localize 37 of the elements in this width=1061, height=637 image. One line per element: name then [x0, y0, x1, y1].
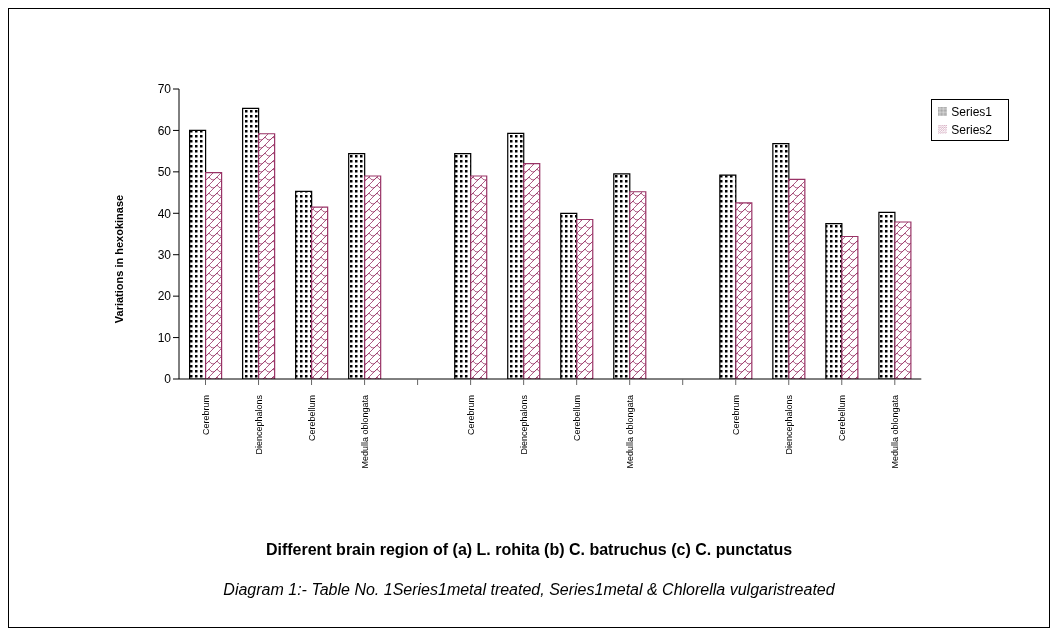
- bar: [735, 202, 753, 379]
- legend-label: Series1: [951, 105, 992, 119]
- x-tick-label: Cerebellum: [571, 395, 582, 442]
- legend-label: Series2: [951, 123, 992, 137]
- text: Diagram 1:- Table No. 1Series1metal treated, Series1metal & Chlorella vulgaristreated: [222, 581, 836, 599]
- y-tick-label: 0: [164, 372, 172, 387]
- x-tick-label: Cerebellum: [836, 395, 847, 442]
- x-tick-label: Medulla oblongata: [359, 395, 370, 469]
- bar: [364, 175, 382, 379]
- y-tick-label: 10: [157, 330, 172, 345]
- x-tick-label: Medulla oblongata: [624, 395, 635, 469]
- bar: [841, 235, 859, 379]
- y-tick-label: 50: [157, 165, 172, 180]
- bar: [523, 162, 541, 379]
- x-tick-label: Cerebellum: [306, 395, 317, 442]
- bar: [894, 221, 912, 379]
- y-tick-label: 20: [157, 289, 172, 304]
- x-tick-label: Diencephalons: [253, 394, 264, 455]
- x-tick-label: Cerebrum: [730, 395, 741, 436]
- x-tick-label: Diencephalons: [518, 394, 529, 455]
- bar: [205, 172, 223, 379]
- y-tick-label: 30: [157, 247, 172, 262]
- y-axis-title: Variations in hexokinase: [113, 194, 125, 324]
- x-tick-label: Cerebrum: [200, 395, 211, 436]
- bar: [788, 178, 806, 379]
- bar: [258, 133, 276, 379]
- bar: [629, 191, 647, 379]
- x-tick-label: Medulla oblongata: [889, 395, 900, 469]
- bar: [470, 175, 488, 379]
- y-tick-label: 60: [157, 123, 172, 138]
- y-tick-label: 40: [157, 206, 172, 221]
- x-tick-label: Cerebrum: [465, 395, 476, 436]
- x-axis-title: Different brain region of (a) L. rohita (b) C. batruchus (c) C. punctatus: [264, 541, 794, 559]
- bar: [311, 206, 329, 379]
- bar: [576, 218, 594, 379]
- x-tick-label: Diencephalons: [783, 394, 794, 455]
- y-tick-label: 70: [157, 82, 172, 97]
